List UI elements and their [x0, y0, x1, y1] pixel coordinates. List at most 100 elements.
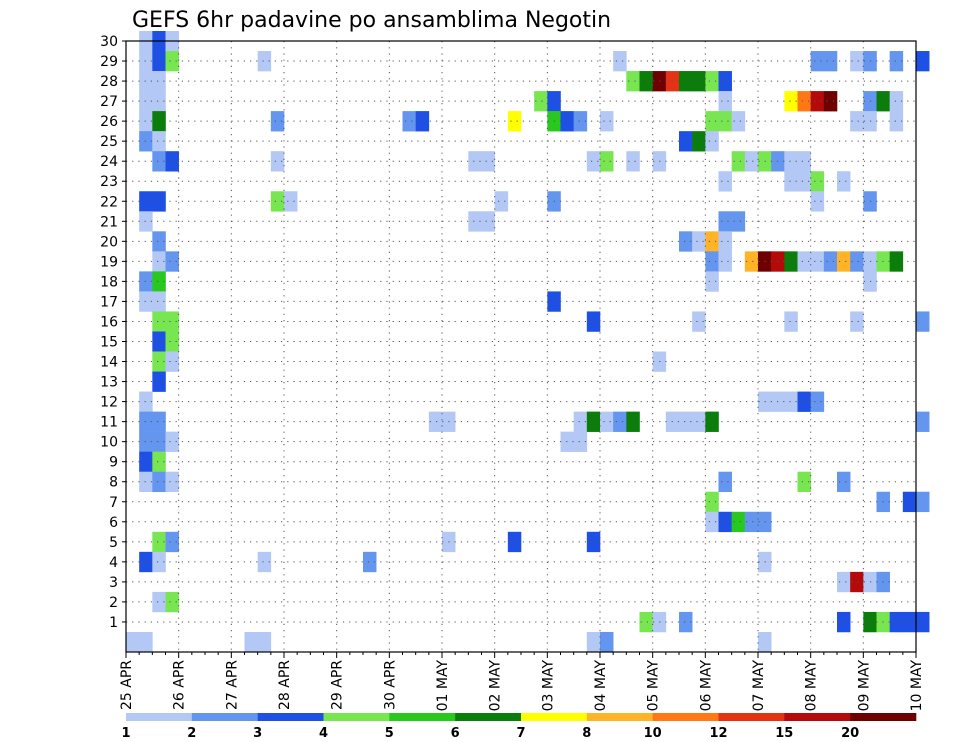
heatmap-cell — [705, 491, 719, 513]
y-tick-label: 9 — [109, 455, 118, 471]
heatmap-cell — [916, 491, 930, 513]
heatmap-cell — [705, 411, 719, 432]
heatmap-cell — [797, 471, 811, 493]
heatmap-cell — [731, 111, 746, 132]
heatmap-cell — [810, 251, 825, 272]
heatmap-cell — [284, 191, 298, 212]
heatmap-cell — [139, 71, 153, 92]
heatmap-cell — [679, 71, 693, 92]
heatmap-cell — [586, 411, 601, 432]
legend-swatch — [191, 713, 258, 721]
y-tick-label: 13 — [100, 375, 118, 391]
heatmap-cell — [679, 611, 693, 633]
heatmap-cell — [837, 571, 851, 593]
heatmap-cell — [165, 351, 179, 372]
legend-swatch — [652, 713, 719, 721]
heatmap-cell — [837, 611, 851, 633]
heatmap-cell — [731, 151, 746, 172]
heatmap-cell — [889, 251, 904, 272]
heatmap-cell — [244, 631, 258, 653]
x-tick-label: 25 APR — [119, 660, 135, 710]
heatmap-cell — [586, 631, 601, 653]
legend-label: 6 — [451, 726, 460, 741]
heatmap-cell — [152, 291, 166, 312]
heatmap-cell — [600, 411, 614, 432]
legend-label: 5 — [385, 726, 394, 741]
heatmap-cell — [916, 51, 930, 72]
y-tick-label: 4 — [109, 555, 118, 571]
y-tick-label: 7 — [109, 495, 118, 511]
heatmap-cell — [889, 111, 904, 132]
heatmap-cell — [837, 171, 851, 192]
x-tick-label: 01 MAY — [435, 660, 451, 712]
heatmap-cell — [626, 71, 640, 92]
heatmap-cell — [718, 171, 732, 192]
heatmap-cell — [165, 431, 179, 452]
plot-frame — [125, 40, 917, 653]
heatmap-cell — [481, 151, 495, 172]
heatmap-cell — [152, 531, 166, 553]
heatmap-cell — [784, 391, 798, 412]
heatmap-cell — [639, 611, 653, 633]
y-tick-label: 26 — [100, 114, 118, 130]
heatmap-cell — [165, 51, 179, 72]
x-tick-label: 04 MAY — [593, 660, 609, 712]
heatmap-cell — [270, 111, 285, 132]
heatmap-cell — [705, 511, 719, 533]
heatmap-cell — [139, 91, 153, 112]
y-tick-label: 22 — [100, 194, 118, 210]
legend-label: 2 — [187, 726, 196, 741]
heatmap-cell — [902, 611, 917, 633]
heatmap-cell — [586, 151, 601, 172]
heatmap-cell — [165, 471, 179, 493]
x-tick-label: 26 APR — [172, 660, 188, 710]
heatmap-cell — [797, 251, 811, 272]
heatmap-cell — [718, 231, 732, 252]
heatmap-cell — [679, 231, 693, 252]
heatmap-cell — [586, 311, 601, 332]
heatmap-cell — [481, 211, 495, 232]
heatmap-cell — [139, 291, 153, 312]
heatmap-cell — [139, 631, 153, 653]
heatmap-cell — [152, 151, 166, 172]
legend-swatch — [850, 713, 917, 721]
heatmap-cell — [507, 531, 522, 553]
heatmap-cell — [692, 71, 706, 92]
heatmap-cell — [152, 111, 166, 132]
legend-swatch — [784, 713, 851, 721]
heatmap-cell — [152, 191, 166, 212]
heatmap-cell — [692, 311, 706, 332]
heatmap-cell — [165, 251, 179, 272]
heatmap-cell — [152, 71, 166, 92]
heatmap-cell — [573, 411, 588, 432]
heatmap-cell — [889, 51, 904, 72]
y-tick-label: 1 — [109, 615, 118, 631]
heatmap-cell — [139, 411, 153, 432]
y-tick-label: 15 — [100, 334, 118, 350]
heatmap-cell — [626, 411, 640, 432]
heatmap-cell — [889, 91, 904, 112]
y-tick-label: 14 — [100, 355, 118, 371]
y-tick-label: 17 — [100, 294, 118, 310]
heatmap-cell — [152, 271, 166, 292]
legend-label: 15 — [775, 726, 793, 741]
y-tick-label: 11 — [100, 415, 118, 431]
heatmap-cell — [850, 251, 864, 272]
heatmap-cell — [152, 131, 166, 152]
heatmap-cell — [600, 151, 614, 172]
heatmap-cell — [257, 51, 272, 72]
heatmap-cell — [731, 211, 746, 232]
heatmap-cell — [705, 111, 719, 132]
heatmap-cell — [797, 151, 811, 172]
heatmap-cell — [810, 91, 825, 112]
heatmap-cell — [257, 551, 272, 573]
x-tick-label: 29 APR — [330, 660, 346, 710]
heatmap-cell — [705, 251, 719, 272]
y-axis: 1234567891011121314151617181920212223242… — [100, 34, 126, 631]
x-tick-label: 08 MAY — [804, 660, 820, 712]
heatmap-cell — [758, 631, 772, 653]
heatmap-cell — [718, 211, 732, 232]
legend-label: 4 — [319, 726, 328, 741]
heatmap-cell — [270, 151, 285, 172]
